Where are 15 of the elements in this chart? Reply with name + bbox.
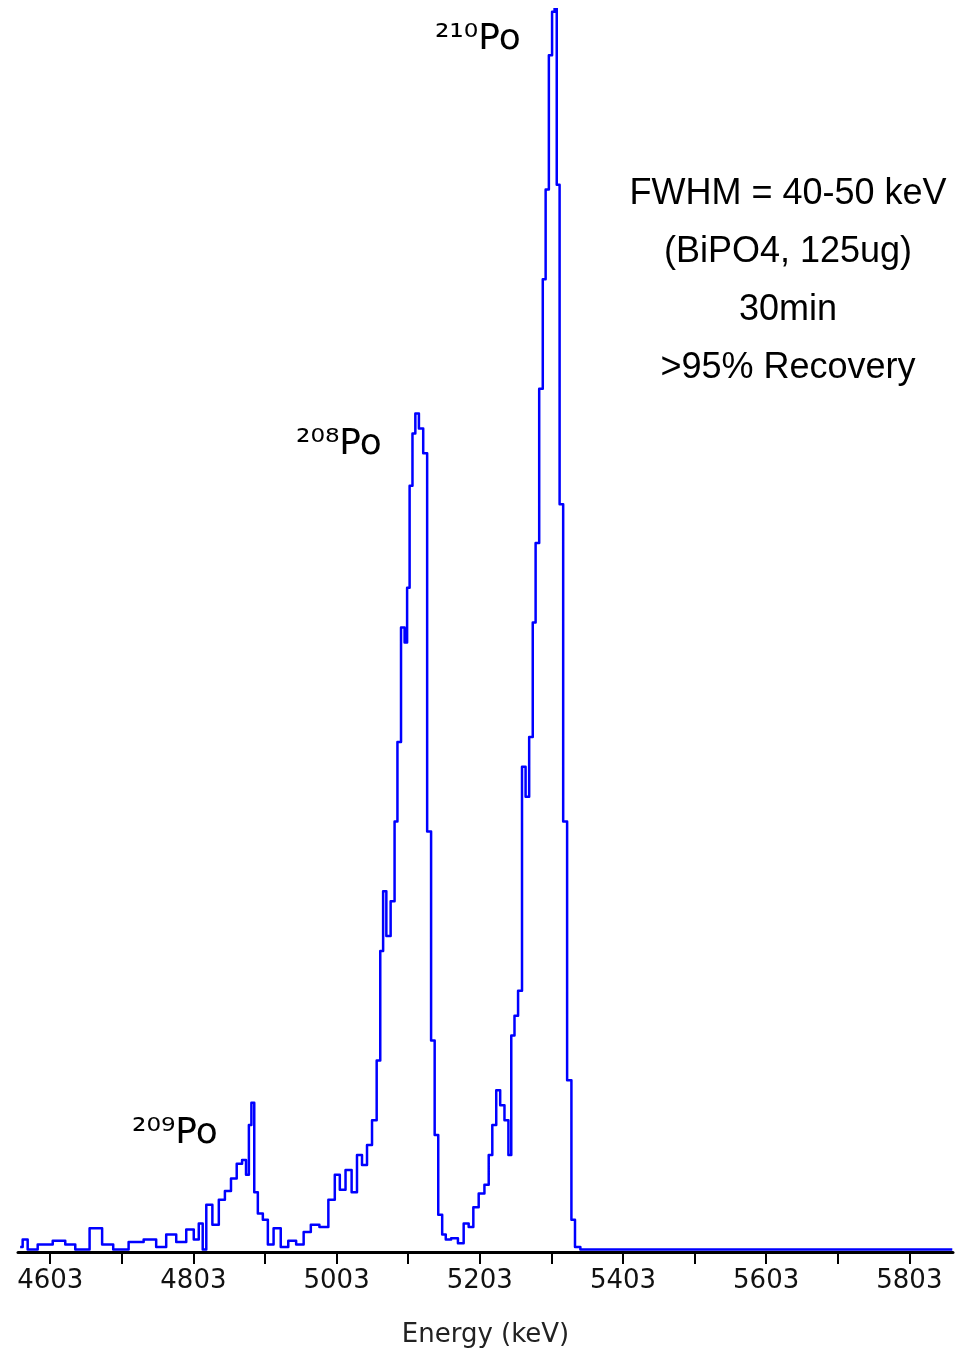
annotation: 30min	[738, 286, 838, 328]
x-tick-label: 5403	[589, 1264, 657, 1294]
annotation: >95% Recovery	[660, 344, 916, 386]
x-tick-label: 5603	[733, 1264, 800, 1294]
annotation: (BiPO4, 125ug)	[663, 228, 913, 270]
annotation: FWHM = 40-50 keV	[629, 170, 947, 212]
annotation: ²⁰⁸Po	[296, 421, 382, 463]
annotation: ²¹⁰Po	[434, 15, 521, 57]
x-tick-label: 4803	[160, 1264, 227, 1294]
x-tick-label: 4603	[17, 1264, 84, 1294]
x-axis-title: Energy (keV)	[401, 1318, 570, 1348]
annotation: ²⁰⁹Po	[132, 1110, 218, 1152]
x-tick-label: 5203	[446, 1264, 513, 1294]
x-tick-label: 5003	[303, 1264, 370, 1294]
x-tick-label: 5803	[876, 1264, 943, 1294]
